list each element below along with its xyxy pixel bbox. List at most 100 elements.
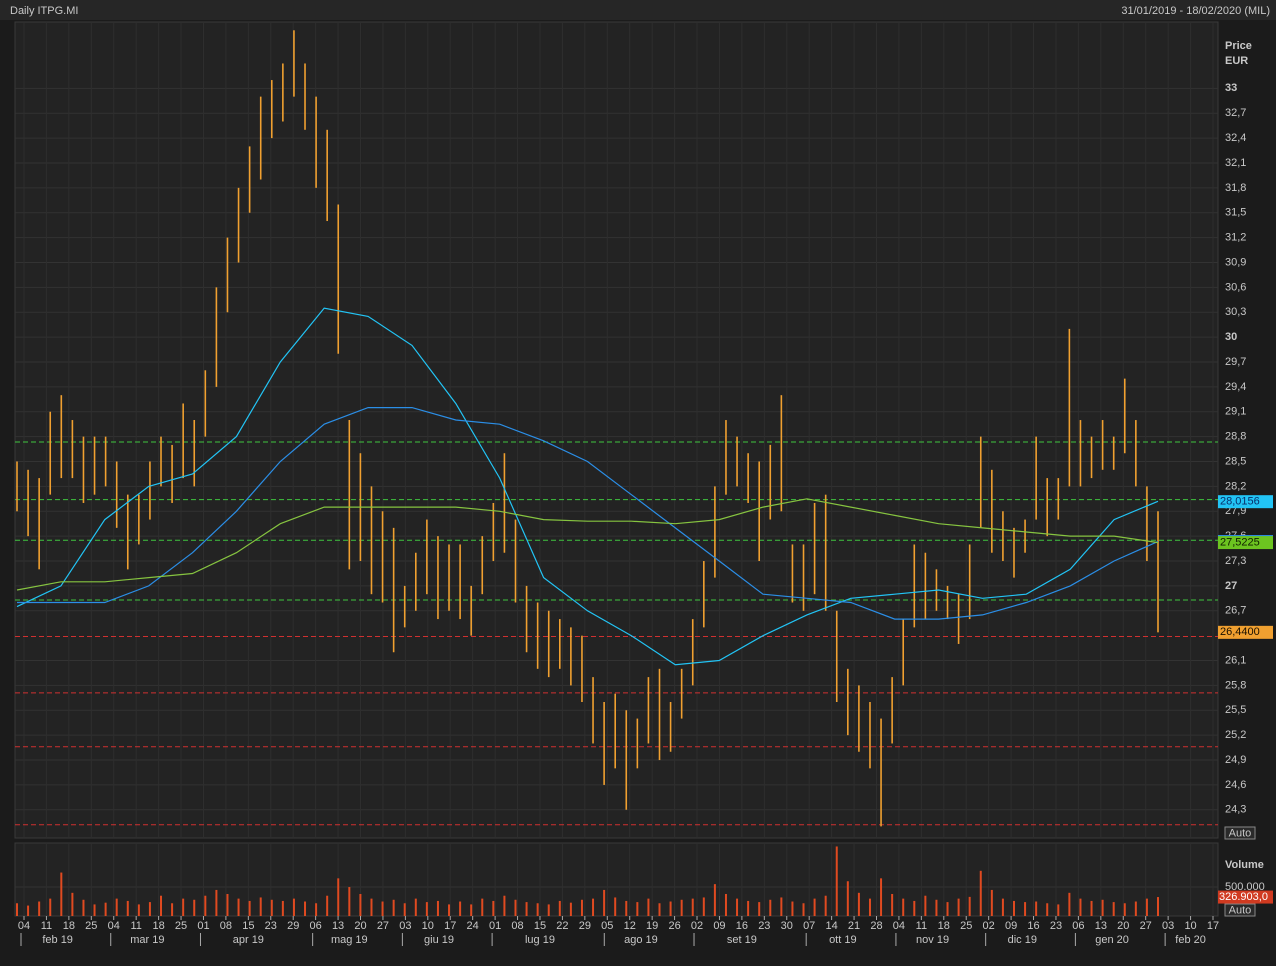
x-tick-label: 02 [691, 920, 703, 932]
volume-bar [459, 901, 462, 916]
volume-bar [381, 901, 384, 916]
volume-tick-label: 500.000 [1225, 881, 1265, 893]
x-tick-label: 25 [85, 920, 97, 932]
x-tick-label: 05 [601, 920, 613, 932]
auto-scale-button-text[interactable]: Auto [1229, 904, 1252, 916]
y-tick-label: 30,9 [1225, 256, 1246, 268]
y-tick-label: 30,6 [1225, 281, 1246, 293]
volume-bar [791, 901, 794, 916]
y-tick-label: 28,2 [1225, 480, 1246, 492]
volume-bar [880, 878, 883, 916]
month-label: set 19 [727, 934, 757, 946]
volume-bar [237, 898, 240, 916]
volume-bar [93, 904, 96, 916]
x-tick-label: 15 [534, 920, 546, 932]
y-tick-label: 28,8 [1225, 431, 1246, 443]
volume-bar [1079, 898, 1082, 916]
x-tick-label: 24 [467, 920, 479, 932]
x-tick-label: 03 [1162, 920, 1174, 932]
x-tick-label: 11 [41, 920, 52, 932]
x-tick-label: 18 [152, 920, 164, 932]
volume-bar [1001, 898, 1004, 916]
volume-bar [968, 896, 971, 916]
volume-bar [193, 899, 196, 916]
month-label: lug 19 [525, 934, 555, 946]
x-tick-label: 13 [1095, 920, 1107, 932]
y-tick-label: 27,3 [1225, 555, 1246, 567]
x-tick-label: 16 [736, 920, 748, 932]
x-tick-label: 07 [803, 920, 815, 932]
x-tick-label: 20 [1117, 920, 1129, 932]
volume-bar [315, 903, 318, 916]
moving-average-line [16, 498, 1159, 591]
volume-bar [636, 902, 639, 916]
x-tick-label: 13 [332, 920, 344, 932]
volume-bar [215, 889, 218, 916]
volume-bar [514, 899, 517, 916]
y-axis-label: Price [1225, 40, 1252, 52]
x-tick-label: 08 [511, 920, 523, 932]
volume-bar [1024, 902, 1027, 916]
x-tick-label: 10 [422, 920, 434, 932]
chart-title: Daily ITPG.MI [10, 5, 78, 17]
y-tick-label: 24,6 [1225, 779, 1246, 791]
y-tick-label: 30 [1225, 331, 1237, 343]
x-tick-label: 17 [444, 920, 456, 932]
volume-bar [580, 899, 583, 916]
volume-bar [248, 900, 251, 916]
volume-bar [436, 900, 439, 916]
month-label: nov 19 [916, 934, 949, 946]
month-label: feb 19 [42, 934, 73, 946]
x-tick-label: 15 [242, 920, 254, 932]
volume-bar [82, 899, 85, 916]
month-label: dic 19 [1008, 934, 1037, 946]
month-label: gen 20 [1095, 934, 1129, 946]
volume-bar [868, 898, 871, 916]
last-value-label: 27,5225 [1220, 536, 1260, 548]
volume-bar [569, 902, 572, 916]
volume-bar [148, 902, 151, 916]
volume-bar [680, 899, 683, 916]
volume-bar [747, 900, 750, 916]
last-volume-label: 326.903,0 [1219, 891, 1268, 903]
y-tick-label: 25,5 [1225, 704, 1246, 716]
y-tick-label: 29,7 [1225, 356, 1246, 368]
x-tick-label: 08 [220, 920, 232, 932]
x-tick-label: 29 [579, 920, 591, 932]
x-tick-label: 21 [848, 920, 860, 932]
month-label: giu 19 [424, 934, 454, 946]
volume-bar [281, 900, 284, 916]
last-value-tag [1218, 536, 1273, 550]
y-tick-label: 29,1 [1225, 406, 1246, 418]
y-tick-label: 26,7 [1225, 605, 1246, 617]
y-tick-label: 32,4 [1225, 132, 1246, 144]
volume-bar [536, 903, 539, 916]
y-axis-unit: EUR [1225, 55, 1248, 67]
auto-scale-button-text[interactable]: Auto [1229, 827, 1252, 839]
volume-bar [492, 900, 495, 916]
volume-bar [1068, 892, 1071, 916]
volume-bar [824, 895, 827, 916]
price-panel [14, 21, 1219, 839]
volume-bar [104, 902, 107, 916]
volume-bar [182, 898, 185, 916]
volume-bar [979, 870, 982, 916]
x-tick-label: 30 [781, 920, 793, 932]
volume-bar [1157, 897, 1159, 916]
x-tick-label: 23 [1050, 920, 1062, 932]
y-tick-label: 28,5 [1225, 455, 1246, 467]
x-tick-label: 16 [1027, 920, 1039, 932]
x-tick-label: 04 [108, 920, 120, 932]
volume-bar [348, 887, 351, 916]
x-tick-label: 29 [287, 920, 299, 932]
auto-scale-button[interactable] [1224, 826, 1256, 840]
volume-bar [603, 889, 606, 916]
y-tick-label: 24,9 [1225, 754, 1246, 766]
last-value-tag [1218, 625, 1273, 639]
x-tick-label: 04 [893, 920, 905, 932]
x-tick-label: 19 [646, 920, 658, 932]
x-tick-label: 06 [310, 920, 322, 932]
volume-bar [71, 892, 74, 916]
auto-scale-button[interactable] [1224, 903, 1256, 917]
